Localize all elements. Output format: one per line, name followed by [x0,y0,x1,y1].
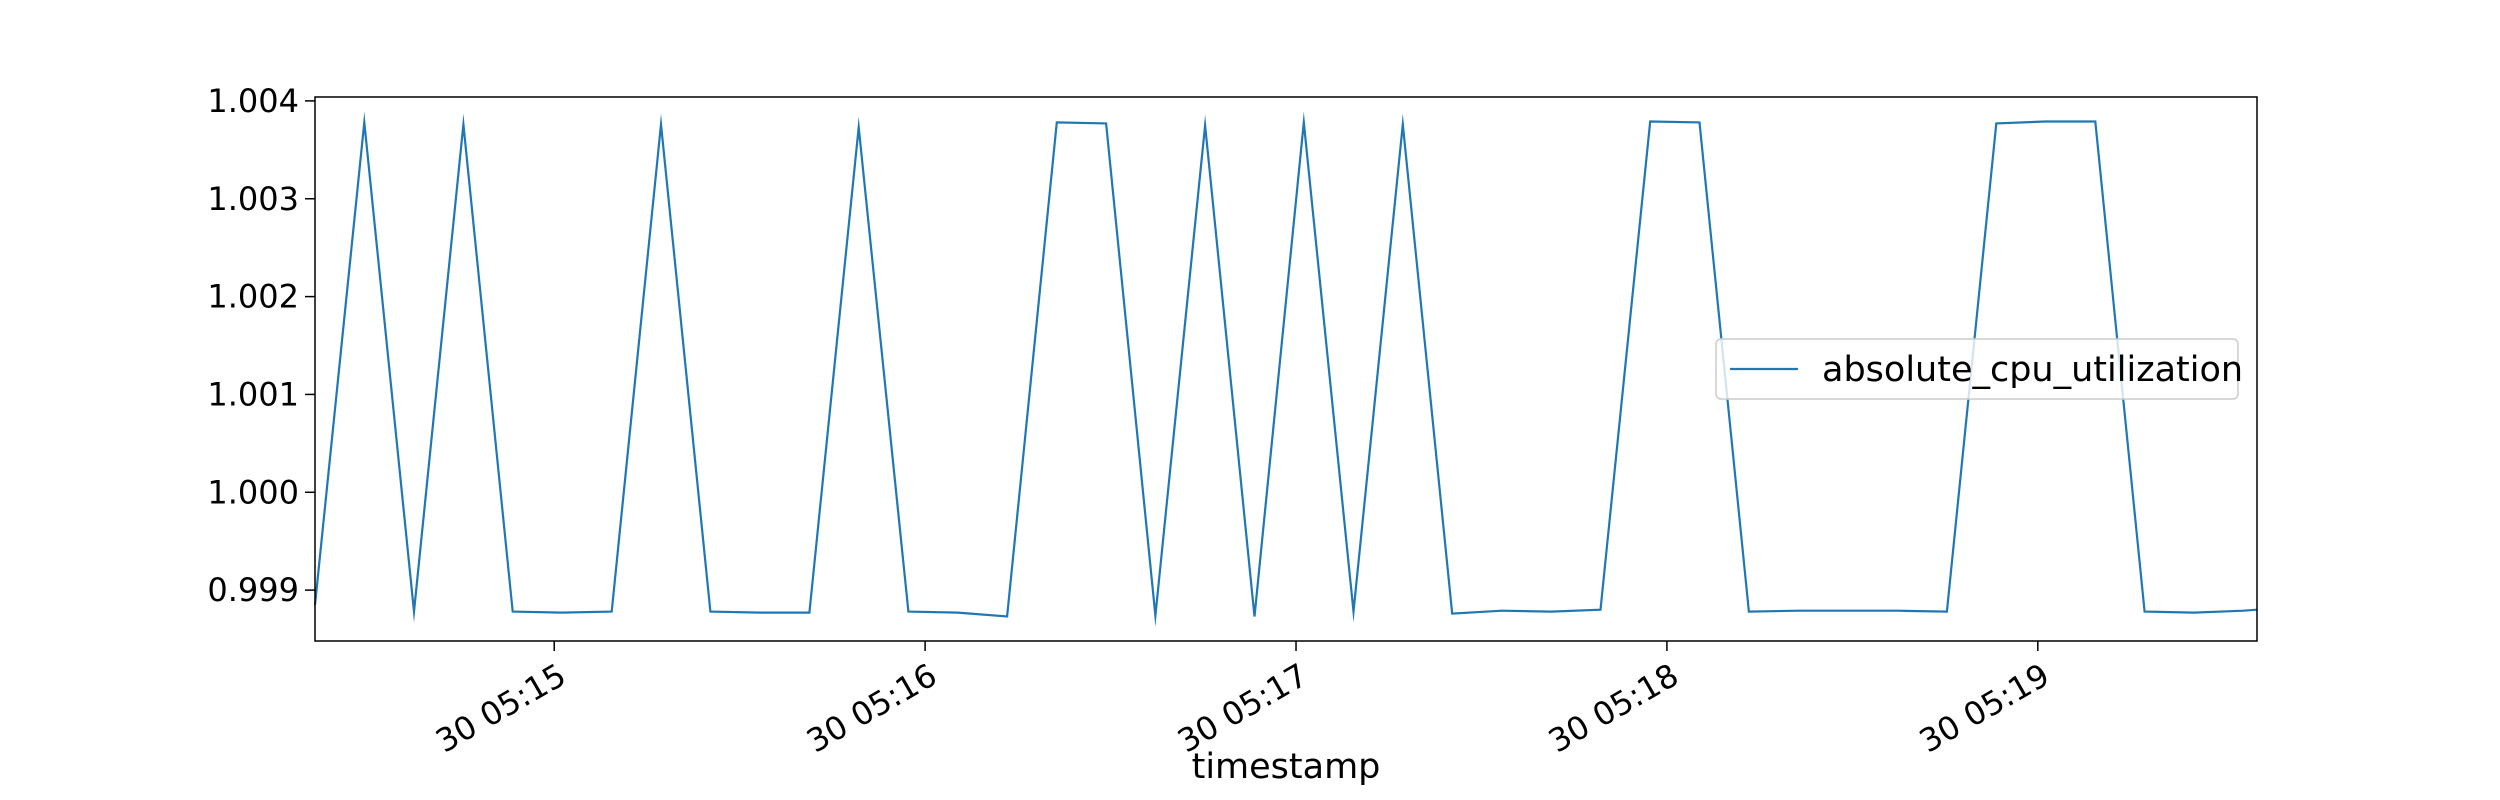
y-tick-label: 1.003 [207,180,299,218]
plot-area-frame [314,96,2258,642]
y-tick-label: 1.004 [207,82,299,120]
y-axis: 0.999 1.000 1.001 1.002 1.003 1.004 [207,82,315,609]
legend-label: absolute_cpu_utilization [1822,350,2243,390]
y-tick-label: 1.000 [207,473,299,511]
y-tick-label: 1.001 [207,375,299,413]
x-axis-label: timestamp [1192,747,1381,787]
y-tick-label: 1.002 [207,278,299,316]
y-tick-label: 0.999 [207,571,299,609]
series-line-0 [313,111,2258,627]
legend: absolute_cpu_utilization [1715,338,2243,400]
series-layer [313,111,2258,627]
legend-box [1715,338,2239,400]
